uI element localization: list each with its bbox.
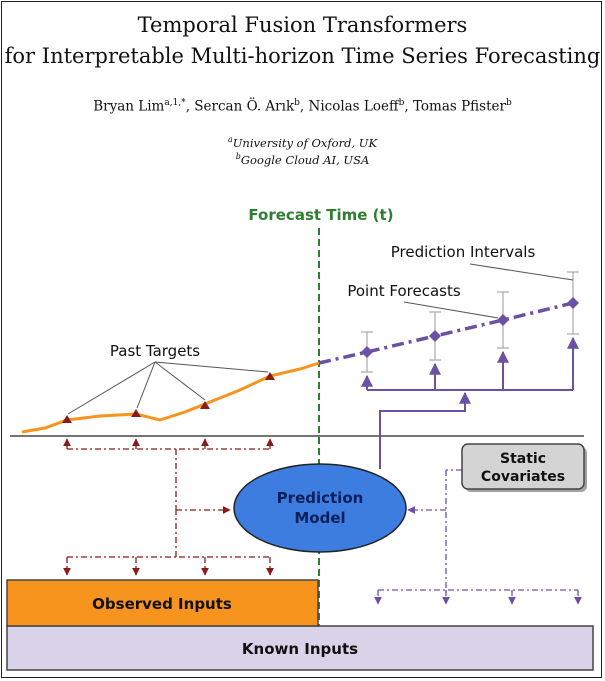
static-label-line-1: Static [500,451,546,467]
forecast-marker [567,297,579,309]
known-inputs-label: Known Inputs [242,640,358,658]
static-covariates-box: Static Covariates [461,443,587,492]
observed-inputs-label: Observed Inputs [92,595,232,613]
author-sup: b [294,98,300,108]
author-name: Bryan Lim [93,98,165,115]
past-target-markers [62,372,275,423]
author-name: Nicolas Loeff [308,98,399,115]
past-target-feed [63,438,274,514]
forecast-marker [361,346,373,358]
author-sup: b [505,98,512,108]
observed-inputs-feed [63,510,274,576]
affiliation-a: aUniversity of Oxford, UK [227,135,378,150]
forecast-marker [497,314,509,326]
model-output-connectors [361,336,579,469]
model-label-line-2: Model [294,509,345,527]
known-inputs-bar: Known Inputs [6,625,594,671]
past-targets-label: Past Targets [110,342,200,360]
past-target-marker [200,401,210,409]
model-label-line-1: Prediction [277,489,364,507]
point-forecast-markers [361,297,579,358]
paper-title: Temporal Fusion Transformers for Interpr… [0,10,605,72]
author-name: Sercan Ö. Arık [194,98,295,115]
point-forecasts-pointer [403,301,499,319]
forecast-marker [429,330,441,342]
author-sup: a,1,* [164,98,186,108]
forecast-time-label: Forecast Time (t) [248,206,393,224]
past-target-marker [62,415,72,423]
known-inputs-feed [374,589,582,605]
affiliation-b: bGoogle Cloud AI, USA [235,152,370,167]
prediction-intervals-pointer [469,263,574,281]
title-line-1: Temporal Fusion Transformers [137,13,468,37]
point-forecasts-label: Point Forecasts [347,282,460,300]
author-name: Tomas Pfister [412,98,506,115]
observed-inputs-bar: Observed Inputs [6,579,319,627]
point-forecast-line [318,301,574,365]
author-list: Bryan Lima,1,*, Sercan Ö. Arıkb, Nicolas… [93,98,512,115]
prediction-model-node: Prediction Model [233,463,407,553]
static-covariates-connector [407,469,462,595]
past-targets-pointers [67,361,269,415]
title-line-2: for Interpretable Multi-horizon Time Ser… [4,44,601,68]
static-label-line-2: Covariates [481,469,565,485]
past-target-marker [265,372,275,380]
author-sup: b [398,98,405,108]
past-target-marker [131,409,141,417]
prediction-intervals-label: Prediction Intervals [391,243,536,261]
